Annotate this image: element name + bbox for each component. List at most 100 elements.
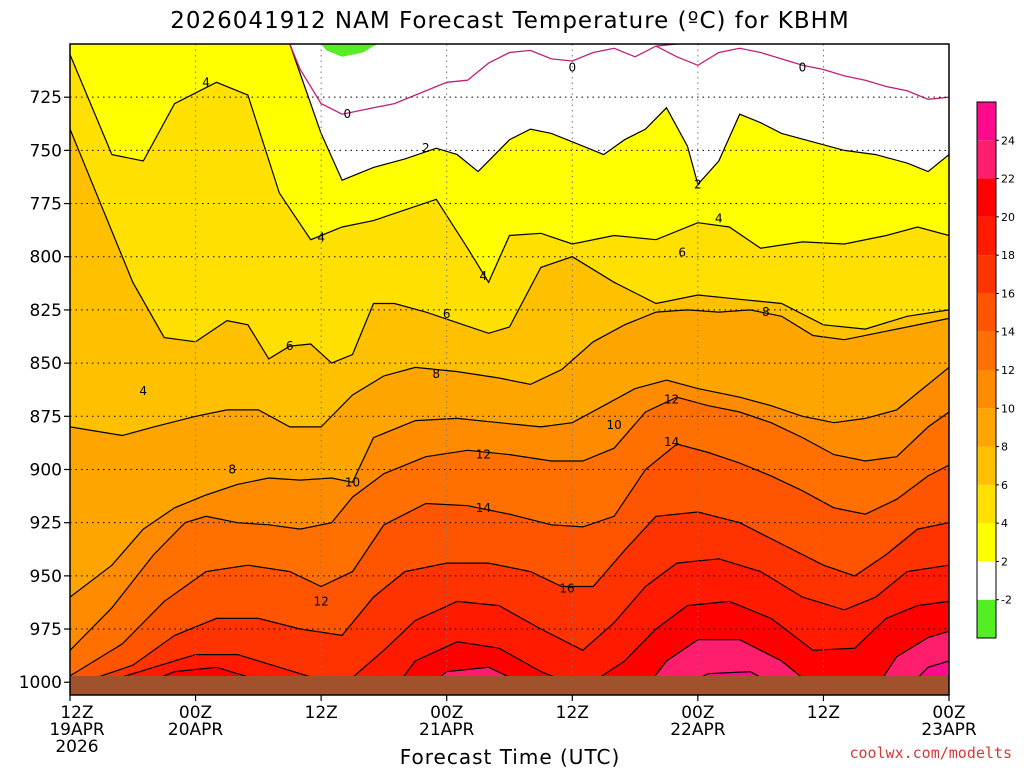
contour-line-6 (70, 511, 949, 688)
contour-label: 2 (694, 177, 702, 191)
y-axis-ticks: 725 750 775 800 825 850 875 900 925 950 975 1000 (19, 88, 70, 693)
contour-label: 12 (476, 448, 491, 462)
contour-line-5 (70, 443, 949, 677)
colorbar-segment (977, 331, 996, 370)
x-tick-label: 12Z (305, 703, 338, 723)
x-tick-label: 21APR (419, 720, 475, 740)
contour-line-0c (289, 44, 677, 115)
colorbar-segment (977, 523, 996, 562)
x-tick-label: 00Z (179, 703, 212, 723)
colorbar-segment (977, 216, 996, 256)
y-tick-label: 1000 (19, 673, 62, 693)
x-tick-label: 12Z (807, 703, 840, 723)
y-tick-label: 925 (30, 514, 62, 534)
colorbar-segment (977, 561, 996, 600)
contour-label: 16 (559, 582, 574, 596)
contour-label: 12 (664, 392, 679, 406)
colorbar-label: 24 (1001, 134, 1015, 147)
contour-line-4 (70, 396, 949, 651)
contour-label: 8 (228, 462, 236, 476)
contour-label: 6 (286, 339, 294, 353)
contour-label: 4 (715, 211, 723, 225)
colorbar-segment (977, 484, 996, 524)
colorbar-label: 16 (1001, 287, 1015, 300)
contour-line-3 (70, 366, 949, 598)
x-tick-label: 12Z (60, 703, 93, 723)
contour-label: 2 (422, 141, 430, 155)
contour-label: 14 (664, 435, 679, 449)
chart-title: 2026041912 NAM Forecast Temperature (ºC)… (170, 8, 849, 34)
contour-lines (70, 44, 949, 690)
colorbar-label: 12 (1001, 364, 1015, 377)
x-tick-label: 23APR (921, 720, 977, 740)
colorbar-segment (977, 599, 996, 638)
colorbar-segment (977, 408, 996, 447)
contour-line-7 (90, 558, 949, 688)
contour-label: 0 (343, 107, 351, 121)
below-2c-region (289, 44, 949, 185)
contour-label: 14 (476, 501, 491, 515)
colorbar-segment (977, 140, 996, 179)
contour-label: 6 (443, 307, 451, 321)
colorbar-segment (977, 446, 996, 485)
contour-line-0c-right (655, 45, 949, 100)
contour-label: 4 (480, 269, 488, 283)
colorbar-segment (977, 293, 996, 332)
contour-label: 4 (317, 231, 325, 245)
x-tick-label: 12Z (556, 703, 589, 723)
y-tick-label: 850 (30, 354, 62, 374)
plot-area: 4 0 0 0 2 2 4 4 4 4 6 6 6 8 8 8 10 10 12 12 12 14 14 16 (70, 44, 949, 695)
contour-label: 4 (139, 384, 147, 398)
below-minus2c-region (321, 44, 379, 57)
y-tick-label: 725 (30, 88, 62, 108)
y-tick-label: 950 (30, 567, 62, 587)
x-tick-label: 20APR (168, 720, 224, 740)
credit-text: coolwx.com/modelts (849, 744, 1012, 762)
fill-layer-9 (425, 631, 949, 695)
temperature-fill-layers (70, 44, 949, 695)
contour-label: 0 (799, 60, 807, 74)
contour-line-0 (70, 54, 949, 284)
colorbar-label: 14 (1001, 326, 1015, 339)
contour-label: 8 (762, 305, 770, 319)
contour-label: 6 (678, 245, 686, 259)
colorbar-label: 6 (1001, 479, 1008, 492)
contour-label: 4 (202, 75, 210, 89)
colorbar-segment (977, 178, 996, 217)
contour-label: 10 (345, 475, 360, 489)
contour-label: 12 (314, 594, 329, 608)
colorbar-label: 4 (1001, 517, 1008, 530)
contour-label: 10 (607, 418, 622, 432)
x-tick-label: 22APR (670, 720, 726, 740)
colorbar-label: 18 (1001, 249, 1015, 262)
y-tick-label: 775 (30, 195, 62, 215)
contour-label: 0 (568, 60, 576, 74)
colorbar-label: -2 (1001, 594, 1012, 607)
colorbar-label: 8 (1001, 441, 1008, 454)
y-tick-label: 800 (30, 248, 62, 268)
contour-label: 8 (432, 367, 440, 381)
y-tick-label: 750 (30, 141, 62, 161)
colorbar-label: 22 (1001, 173, 1015, 186)
x-axis-label: Forecast Time (UTC) (400, 745, 621, 768)
contour-line-2 (70, 309, 949, 437)
contour-labels: 4 0 0 0 2 2 4 4 4 4 6 6 6 8 8 8 10 10 12 12 12 14 14 16 (139, 60, 806, 608)
x-tick-label: 00Z (932, 703, 965, 723)
colorbar-label: 10 (1001, 402, 1015, 415)
y-tick-label: 875 (30, 407, 62, 427)
contour-line-1 (70, 128, 949, 364)
x-tick-label: 00Z (430, 703, 463, 723)
x-tick-label: 19APR (49, 720, 105, 740)
y-tick-label: 975 (30, 620, 62, 640)
colorbar-label: 2 (1001, 555, 1008, 568)
ground-surface (70, 676, 949, 695)
x-tick-label: 2026 (55, 737, 98, 757)
contour-line-2c (289, 44, 949, 186)
colorbar-segment (977, 255, 996, 294)
colorbar-label: 20 (1001, 211, 1015, 224)
plot-frame (69, 43, 950, 696)
colorbar-segment (977, 102, 996, 141)
